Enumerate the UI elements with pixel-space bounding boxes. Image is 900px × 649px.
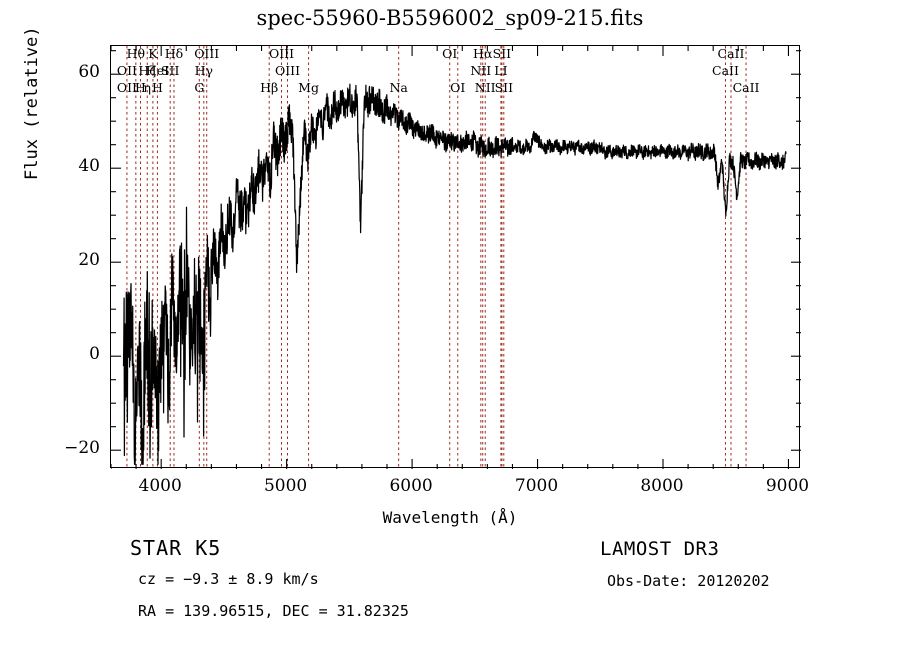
y-tick-label: −20 — [64, 438, 100, 459]
coordinates-text: RA = 139.96515, DEC = 31.82325 — [138, 602, 409, 620]
plot-area: Hθ K Hδ OIII OIII OI Hα SII CaII OII Hζ HeI SII Hγ OII… — [110, 45, 801, 469]
x-tick-label: 6000 — [389, 476, 433, 496]
spectral-line-label: HeI — [145, 63, 170, 78]
redshift-text: cz = −9.3 ± 8.9 km/s — [138, 570, 319, 588]
spectral-line-label: CaII — [732, 80, 760, 95]
spectral-line-label: OIII — [268, 46, 295, 61]
x-tick-label: 7000 — [514, 476, 559, 496]
x-tick-label: 8000 — [640, 476, 684, 496]
spectrum-canvas — [111, 46, 801, 469]
spectral-line-label: Hδ — [164, 46, 184, 61]
spectral-line-label: CaII — [717, 46, 745, 61]
spectral-line-label: Mg — [298, 80, 319, 95]
spectral-line-label: Hα — [473, 46, 493, 61]
spectral-line-label: SII — [160, 63, 180, 78]
page-title: spec-55960-B5596002_sp09-215.fits — [256, 6, 644, 30]
x-tick-label: 4000 — [138, 476, 182, 496]
spectral-line-label: OII — [116, 63, 137, 78]
spectral-line-label: OIII — [194, 46, 220, 61]
spectral-line-label: OI — [442, 46, 458, 61]
spectral-line-label: H — [135, 80, 146, 95]
spectral-line-label: OIII — [274, 63, 301, 78]
y-tick-label: 0 — [89, 344, 100, 365]
y-tick-label: 60 — [78, 62, 100, 83]
line-marker-group — [126, 46, 747, 469]
survey-text: LAMOST DR3 — [600, 538, 720, 560]
x-tick-label: 9000 — [765, 476, 810, 496]
spectral-line-label: Hζ — [138, 63, 157, 78]
spectral-line-label: Hθ — [126, 46, 146, 61]
spectral-line-label: K — [148, 46, 158, 61]
object-class-text: STAR K5 — [130, 536, 222, 560]
spectral-line-label: NII — [474, 80, 496, 95]
spectral-line-label: SII — [492, 46, 512, 61]
obs-date-text: Obs-Date: 20120202 — [607, 572, 770, 590]
y-tick-marks — [111, 50, 801, 451]
spectral-line-label: OII — [116, 80, 137, 95]
spectral-line-label: Na — [389, 80, 408, 95]
x-axis-label: Wavelength (Å) — [382, 508, 518, 527]
spectral-line-label: Hγ — [194, 63, 214, 78]
spectral-line-label: OI — [450, 80, 466, 95]
spectral-line-label: NII — [470, 63, 492, 78]
spectral-line-label: η — [143, 80, 152, 95]
x-tick-label: 5000 — [263, 476, 308, 496]
spectral-line-label: CaII — [712, 63, 739, 78]
y-axis-label: Flux (relative) — [22, 26, 42, 180]
y-tick-label: 40 — [78, 156, 100, 177]
spectral-line-label: Hβ — [260, 80, 279, 95]
x-tick-marks — [111, 46, 790, 469]
y-tick-label: 20 — [78, 250, 100, 271]
spectral-line-label: SII — [494, 80, 514, 95]
spectral-line-label: LI — [494, 63, 508, 78]
spectral-line-label: H — [151, 80, 163, 95]
spectral-line-label: G — [194, 80, 205, 95]
spectrum-trace — [122, 83, 787, 465]
